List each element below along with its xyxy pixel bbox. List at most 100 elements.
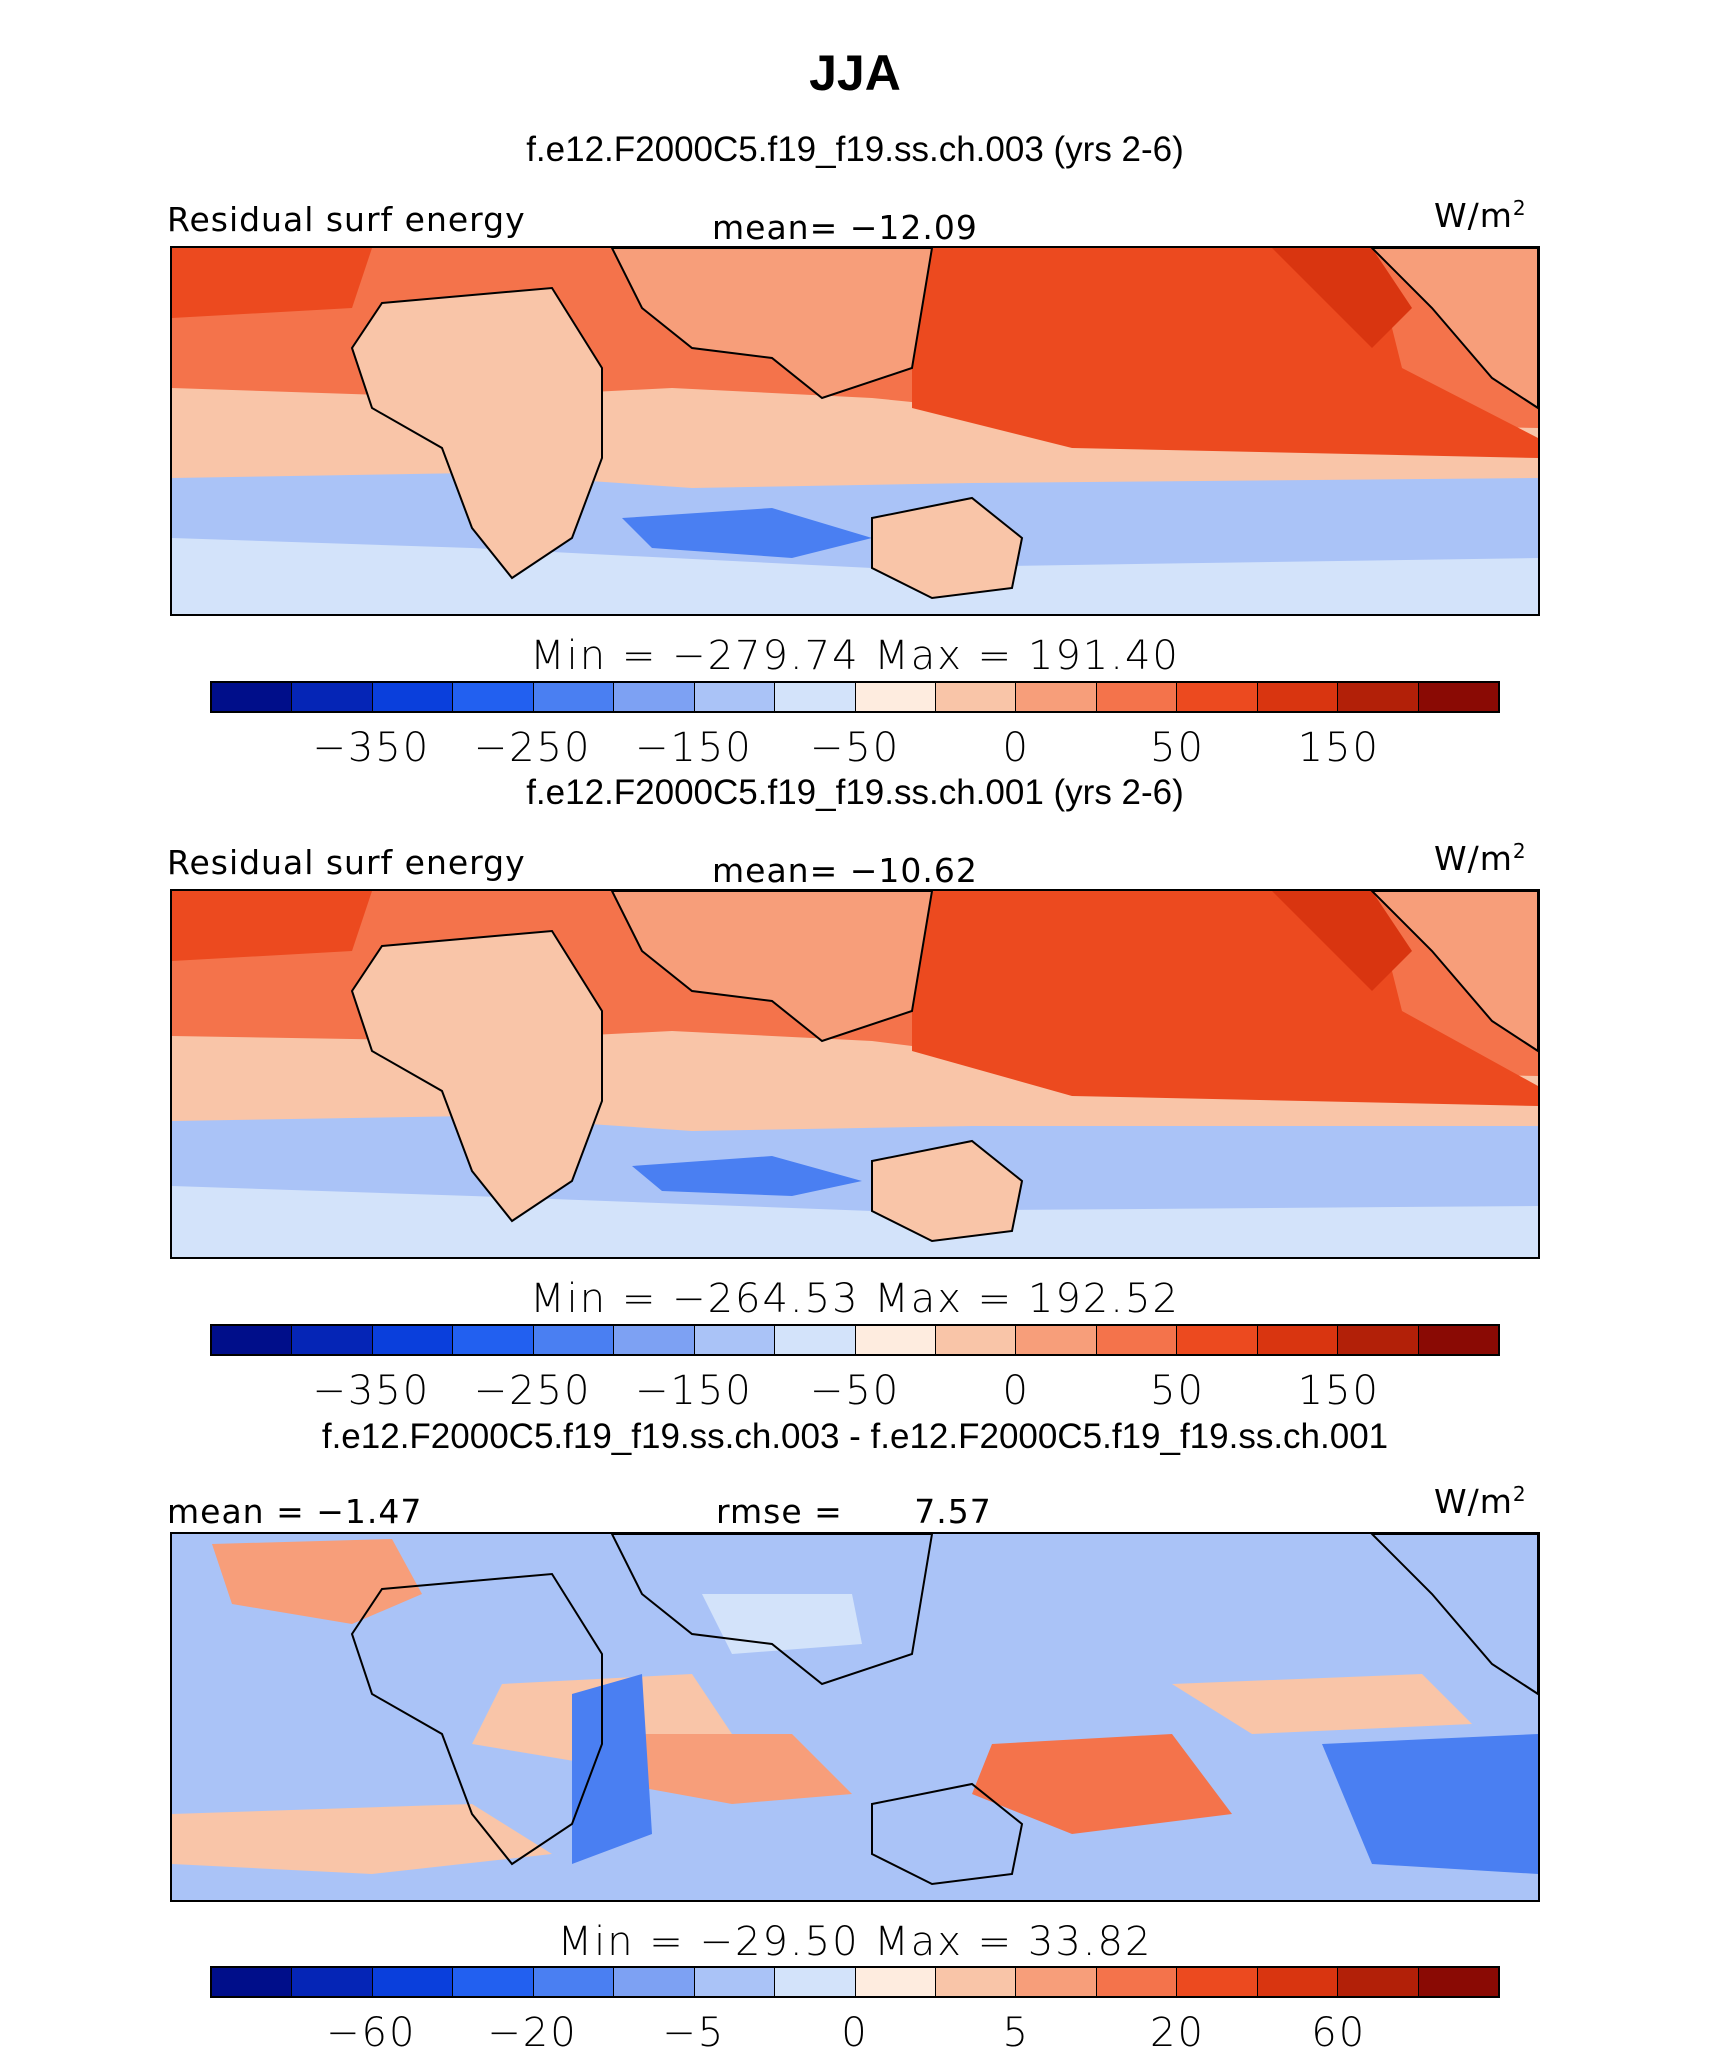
panel2-max-label: Max = [859,1276,1028,1322]
panel3-australia [871,1782,1024,1886]
colorbar-tick-label: 20 [1150,2010,1205,2056]
colorbar-tick-label: 0 [1002,1368,1030,1414]
panel3-field-pos-1 [212,1539,422,1624]
colorbar-swatch [1338,1968,1419,1996]
panel3-map [170,1532,1540,1902]
panel2-min-value: −264.53 [672,1276,860,1322]
colorbar-swatch [775,1326,856,1354]
panel1-units: W/m2 [1434,196,1527,235]
panel2-asia [610,891,934,1043]
colorbar-swatch [453,1326,534,1354]
panel3-units-text: W/m [1434,1482,1513,1521]
panel2-units-exp: 2 [1512,839,1527,863]
colorbar-swatch [694,1326,776,1354]
panel1-min-value: −279.74 [672,633,860,679]
colorbar-swatch [212,1968,293,1996]
colorbar-tick-label: −250 [473,1368,592,1414]
colorbar-tick-label: 150 [1297,725,1380,771]
colorbar-swatch [1016,1968,1097,1996]
panel1-field-indian-min [622,508,872,558]
panel3-field-pos-3 [612,1734,852,1804]
colorbar-swatch [1016,1326,1097,1354]
colorbar-swatch [1257,683,1339,711]
panel2-australia [871,1139,1024,1243]
panel3-mean: mean = −1.47 [167,1492,422,1531]
panel2-americas [1370,891,1538,1053]
panel3-field-pos-6 [172,1804,552,1874]
colorbar-swatch [855,683,936,711]
colorbar-swatch [372,683,454,711]
figure-title: JJA [809,45,901,101]
colorbar-swatch [855,1326,936,1354]
colorbar-swatch [1257,1326,1339,1354]
colorbar-tick-label: 0 [841,2010,869,2056]
panel1-australia [871,496,1024,600]
colorbar-tick-label: −60 [326,2010,417,2056]
panel3-americas [1370,1534,1538,1696]
colorbar-swatch [935,1968,1017,1996]
colorbar-tick-label: −20 [487,2010,578,2056]
colorbar-swatch [372,1968,454,1996]
panel3-field-neg-1 [1322,1734,1538,1874]
panel3-max-value: 33.82 [1027,1919,1153,1965]
colorbar-tick-label: −50 [809,1368,901,1414]
panel3-min-label: Min = [557,1919,700,1965]
panel1-mean-label: mean= [712,208,850,247]
panel3-field-pos-4 [972,1734,1232,1834]
colorbar-tick-label: 0 [1002,725,1030,771]
panel3-title: f.e12.F2000C5.f19_f19.ss.ch.003 - f.e12.… [321,1417,1389,1456]
panel1-units-exp: 2 [1512,196,1527,220]
panel2-field-indian-min [632,1156,862,1196]
panel1-field-atlantic-warm [172,248,372,318]
colorbar-swatch [1096,1968,1178,1996]
panel3-rmse-value: 7.57 [914,1492,992,1531]
colorbar-swatch [212,1326,293,1354]
panel2-units: W/m2 [1434,839,1527,878]
colorbar-swatch [1177,1968,1258,1996]
panel1-africa [350,286,603,580]
panel2-map [170,889,1540,1259]
panel3-minmax: Min = −29.50 Max = 33.82 [0,1919,1710,1965]
panel3-asia [610,1534,934,1686]
colorbar-swatch [1096,683,1178,711]
panel3-map-svg [172,1534,1538,1900]
colorbar-swatch [1016,683,1097,711]
colorbar-swatch [1096,1326,1178,1354]
colorbar-swatch [614,683,695,711]
panel3-max-label: Max = [859,1919,1028,1965]
panel3-colorbar [210,1966,1500,1998]
panel1-mean-value: −12.09 [849,208,978,247]
colorbar-tick-label: −5 [662,2010,726,2056]
colorbar-tick-label: 5 [1002,2010,1030,2056]
panel1-units-text: W/m [1434,196,1513,235]
colorbar-tick-label: 150 [1297,1368,1380,1414]
colorbar-swatch [533,1968,615,1996]
panel2-max-value: 192.52 [1027,1276,1180,1322]
colorbar-swatch [1418,683,1498,711]
colorbar-swatch [453,683,534,711]
panel2-units-text: W/m [1434,839,1513,878]
colorbar-tick-label: 60 [1311,2010,1367,2056]
panel2-colorbar [210,1324,1500,1356]
colorbar-swatch [935,1326,1017,1354]
colorbar-swatch [694,1968,776,1996]
panel3-mean-value: −1.47 [316,1492,423,1531]
colorbar-swatch [212,683,293,711]
panel3-units: W/m2 [1434,1482,1527,1521]
panel1-colorbar [210,681,1500,713]
panel3-field-neg-2 [572,1674,652,1864]
colorbar-swatch [614,1968,695,1996]
colorbar-tick-label: 50 [1150,1368,1205,1414]
panel2-mean-label: mean= [712,851,850,890]
colorbar-swatch [292,683,373,711]
panel1-asia [610,248,934,400]
colorbar-swatch [453,1968,534,1996]
panel3-min-value: −29.50 [699,1919,860,1965]
colorbar-swatch [1257,1968,1339,1996]
colorbar-swatch [292,1326,373,1354]
panel2-field-atlantic-warm [172,891,372,961]
panel3-field-pos-5 [1172,1674,1472,1734]
colorbar-tick-label: −350 [312,1368,431,1414]
colorbar-swatch [533,1326,615,1354]
panel1-field-warm-core [1272,248,1412,348]
